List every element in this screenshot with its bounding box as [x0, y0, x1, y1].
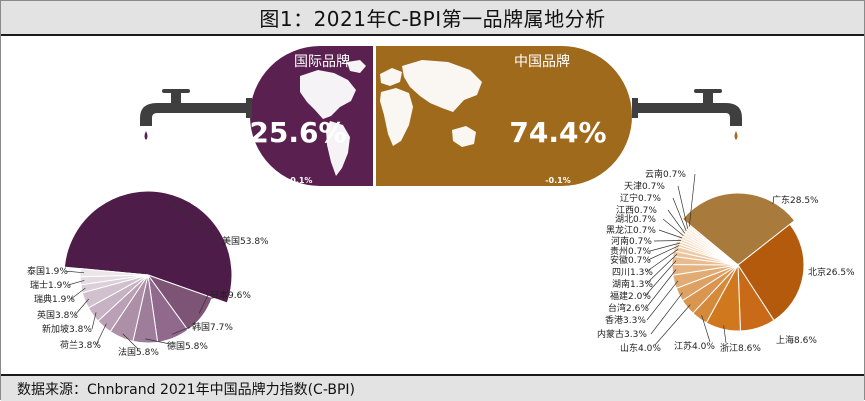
china-pie-label: 山东4.0%: [620, 342, 661, 354]
tank-group: 国际品牌 中国品牌 25.6% 74.4% +0.1% -0.1%: [249, 46, 632, 186]
china-pie-label: 云南0.7%: [645, 168, 686, 180]
china-pie-leader-line: [723, 325, 727, 344]
china-pie-leader-line: [649, 242, 681, 252]
international-pie-label: 瑞典1.9%: [34, 293, 75, 305]
china-pie-slice: [737, 223, 805, 322]
china-change: -0.1%: [545, 176, 571, 185]
international-pie-label: 英国3.8%: [37, 309, 78, 321]
china-label: 中国品牌: [514, 53, 570, 70]
china-pie: [671, 192, 805, 332]
china-pie-label: 台湾2.6%: [608, 302, 649, 314]
china-pie-label: 四川1.3%: [612, 268, 653, 278]
china-pie-slice: [684, 222, 739, 266]
international-pie-leader-line: [67, 280, 85, 286]
international-pie-label: 泰国1.9%: [27, 265, 68, 277]
international-share: 25.6%: [249, 116, 346, 149]
china-pie-leader-line: [667, 209, 685, 234]
china-pie-leader-line: [653, 240, 682, 242]
international-pie-label: 美国53.8%: [222, 235, 269, 247]
title-bar: 图1：2021年C-BPI第一品牌属地分析: [1, 1, 864, 36]
china-pie-leader-line: [701, 315, 711, 343]
international-pie-label: 瑞士1.9%: [30, 279, 71, 291]
china-pie-leader-line: [654, 304, 691, 346]
international-pie-label: 德国5.8%: [167, 340, 208, 352]
china-pie-leader-line: [647, 245, 680, 261]
international-pie-label: 日本9.6%: [210, 289, 251, 301]
international-pie-leader-line: [164, 197, 221, 242]
china-pie-leader-line: [650, 292, 683, 335]
world-map-icon: [300, 60, 482, 176]
footer: 数据来源：Chnbrand 2021年中国品牌力指数(C-BPI): [1, 374, 864, 401]
china-pie-leader-line: [645, 249, 679, 273]
international-pie-leader-line: [95, 323, 107, 346]
china-pie-label: 黑龙江0.7%: [606, 224, 656, 236]
international-pie-leader-line: [145, 338, 171, 345]
right-faucet-icon: [632, 89, 742, 140]
china-pie-label: 河南0.7%: [611, 235, 652, 247]
china-pie-label: 辽宁0.7%: [620, 192, 661, 204]
international-pie-label: 荷兰3.8%: [60, 339, 101, 351]
china-pie-label: 江苏4.0%: [674, 340, 715, 352]
china-pie-label: 北京26.5%: [808, 266, 855, 278]
international-change: +0.1%: [284, 176, 313, 185]
china-pie-leader-line: [645, 269, 677, 309]
chart-canvas: 国际品牌 中国品牌 25.6% 74.4% +0.1% -0.1% 美国53.8…: [27, 46, 855, 358]
international-pie-leader-line: [171, 326, 191, 335]
china-pie-leader-line: [677, 185, 689, 229]
china-pie-leader-line: [646, 280, 679, 321]
china-pie-label: 天津0.7%: [624, 181, 665, 192]
international-pie-leader-line: [64, 270, 85, 274]
china-pie-leader-line: [662, 218, 684, 236]
left-faucet-icon: [140, 89, 252, 140]
china-pie-leader-line: [645, 253, 678, 285]
international-pie-leader-line: [70, 287, 86, 300]
international-pie-label: 新加坡3.8%: [42, 323, 92, 335]
source-note: 数据来源：Chnbrand 2021年中国品牌力指数(C-BPI): [17, 381, 356, 398]
china-pie-leader-line: [644, 260, 677, 297]
international-pie-leader-line: [122, 333, 139, 350]
international-pie-leader-line: [198, 294, 209, 314]
china-pie-label: 安徽0.7%: [610, 254, 651, 266]
china-share: 74.4%: [509, 116, 606, 149]
china-pie-label: 湖北0.7%: [615, 214, 656, 225]
international-pie-slice: [63, 190, 233, 304]
china-pie-leader-line: [688, 173, 696, 227]
china-pie-label: 江西0.7%: [616, 205, 657, 216]
international-pie-label: 韩国7.7%: [192, 321, 233, 333]
international-pie: [63, 190, 233, 344]
international-pie-leader-line: [91, 312, 97, 330]
international-pie-leader-line: [74, 298, 89, 316]
china-pie-label: 广东28.5%: [772, 194, 819, 206]
china-pie-label: 贵州0.7%: [610, 245, 651, 257]
china-pie-label: 香港3.3%: [605, 314, 646, 326]
figure-title: 图1：2021年C-BPI第一品牌属地分析: [259, 7, 606, 31]
pie-labels: 美国53.8% 日本9.6% 韩国7.7% 德国5.8% 法国5.8% 荷兰3.8% 新加坡…: [27, 168, 855, 358]
china-pie-label: 内蒙古3.3%: [597, 328, 647, 340]
china-pie-label: 福建2.0%: [610, 290, 651, 302]
china-pie-leader-line: [658, 229, 683, 239]
china-pie-label: 上海8.6%: [776, 334, 817, 346]
international-pie-label: 法国5.8%: [118, 346, 159, 358]
china-pie-label: 浙江8.6%: [720, 342, 761, 354]
china-pie-leader-line: [672, 197, 687, 232]
china-pie-label: 湖南1.3%: [612, 278, 653, 290]
international-label: 国际品牌: [294, 53, 350, 70]
